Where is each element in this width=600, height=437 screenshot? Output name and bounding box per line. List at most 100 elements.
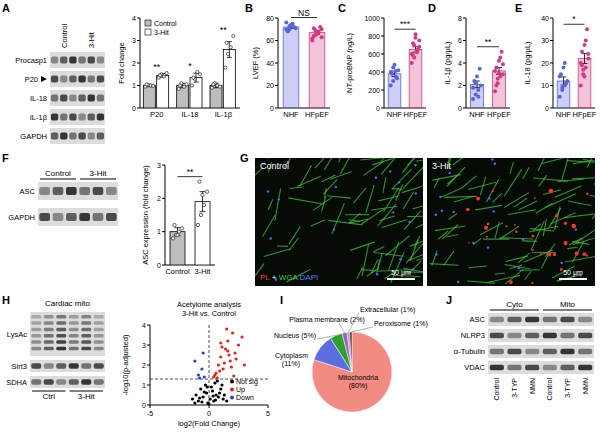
figure: ABCDEFGHIJControl3-HitProcasp1P20IL-18IL… [0,0,600,437]
y-tick-label: 2 [458,82,462,89]
y-tick [463,85,466,86]
legend-label: Up [236,386,245,394]
micrograph-bg [427,158,595,286]
slice-name: Peroxisome [374,320,411,327]
band [525,365,539,371]
data-point [310,39,314,43]
band [88,75,95,82]
fiber [275,188,281,220]
data-point [320,35,324,39]
panel-label: E [515,2,522,14]
pie-slice [349,332,352,372]
band [543,333,557,339]
bar [388,74,401,108]
fiber [592,200,595,219]
y-tick [137,85,140,86]
pl-signal [572,224,577,229]
nucleus [412,268,414,270]
fiber [523,167,529,178]
fiber [313,197,331,210]
significance: * [572,14,576,24]
group-line [40,179,76,180]
fiber [533,178,568,181]
bar [578,59,591,109]
data-point [471,86,475,90]
group-line [70,391,104,392]
fiber [315,158,336,168]
y-tick [463,40,466,41]
group-label: Control [60,23,69,48]
band [94,363,104,368]
group-label: Cyto [506,300,523,309]
fiber [414,236,420,248]
data-point [218,391,221,394]
group-label: Mito [560,300,576,309]
data-point [182,85,185,88]
nucleus [487,246,489,248]
band [94,334,104,338]
y-tick [147,345,150,346]
data-point [237,343,240,346]
band [78,132,85,139]
data-point [583,75,587,79]
y-tick [550,108,553,109]
data-point [222,367,225,370]
y-tick [550,85,553,86]
significance: ** [187,167,194,177]
data-point [496,77,500,81]
scale-bar [559,278,587,280]
fiber [392,188,403,190]
x-tick [209,405,210,408]
band [51,132,58,139]
y-tick [381,72,384,73]
y-axis [165,165,166,265]
panel-label: I [280,294,283,306]
data-point [243,363,246,366]
data-point [317,31,321,35]
y-tick [381,18,384,19]
data-point [417,39,421,43]
data-point [585,27,589,31]
pl-signal [534,197,536,199]
data-point [226,349,229,352]
nucleus [414,164,416,166]
nucleus [415,192,417,194]
data-point [220,345,223,348]
band [79,187,90,195]
scale-bar [387,278,415,280]
fiber [536,203,553,213]
band [490,365,504,371]
panel-label: H [2,294,10,306]
fiber [442,225,458,240]
band [94,315,104,319]
nucleus [492,210,494,212]
data-point [586,52,590,56]
slice-name: Extracellular [360,306,399,313]
pl-signal [484,226,488,230]
band [93,213,104,221]
fiber [444,251,454,265]
slice-label: Extracellular(1%) [360,306,415,314]
band [507,333,521,339]
fiber [360,158,385,160]
slice-value: (2%) [350,316,365,324]
nucleus [488,197,490,199]
y-tick [162,198,165,199]
band [97,75,104,82]
nucleus [389,170,391,172]
bar [223,50,235,109]
bar [170,232,185,265]
data-point [560,86,564,90]
bar [143,86,155,109]
bar [409,50,422,109]
fiber [290,187,303,189]
y-tick-label: 0 [545,105,549,112]
data-point [478,67,482,71]
leader-line [348,313,359,332]
data-point [229,359,232,362]
pl-signal [531,235,534,238]
x-tick-label: IL-1β [215,110,233,119]
fiber [329,220,363,225]
nucleus [435,253,437,255]
fiber [453,158,469,165]
